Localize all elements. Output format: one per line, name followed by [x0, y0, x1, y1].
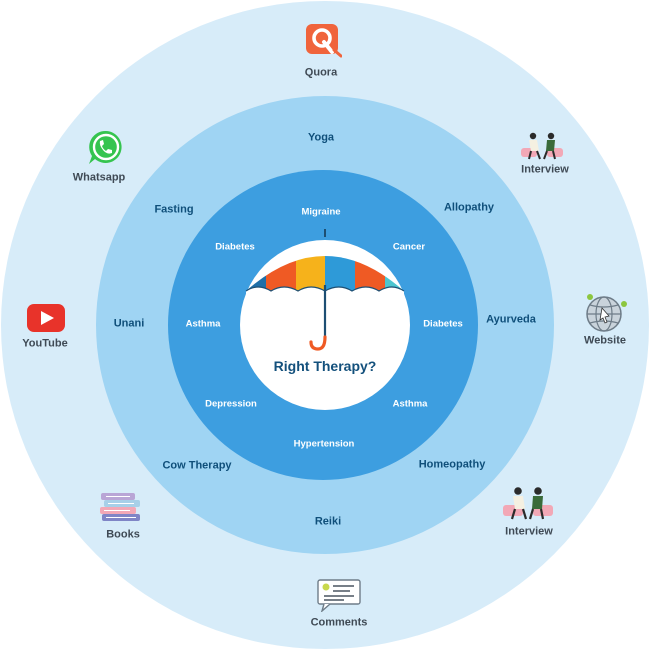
- therapy-label-unani: Unani: [113, 317, 145, 330]
- source-label-interview: Interview: [505, 525, 553, 538]
- source-label-website: Website: [584, 334, 626, 347]
- interview-people-icon: [521, 132, 563, 160]
- source-label-interview: Interview: [521, 163, 569, 176]
- therapy-label-homeopathy: Homeopathy: [418, 458, 486, 471]
- condition-label-asthma: Asthma: [185, 318, 221, 330]
- youtube-logo-icon[interactable]: [26, 303, 66, 333]
- condition-label-diabetes: Diabetes: [423, 318, 463, 330]
- condition-label-diabetes: Diabetes: [215, 241, 255, 253]
- condition-label-cancer: Cancer: [392, 241, 426, 253]
- condition-label-depression: Depression: [205, 398, 257, 410]
- umbrella-icon: [245, 229, 405, 351]
- therapy-label-fasting: Fasting: [154, 203, 194, 216]
- therapy-label-reiki: Reiki: [314, 515, 342, 528]
- therapy-label-yoga: Yoga: [307, 131, 335, 144]
- condition-label-hypertension: Hypertension: [293, 438, 355, 450]
- globe-icon[interactable]: [584, 292, 628, 334]
- center-title: Right Therapy?: [273, 358, 377, 374]
- source-label-youtube: YouTube: [22, 337, 68, 350]
- therapy-label-ayurveda: Ayurveda: [486, 313, 536, 326]
- source-label-books: Books: [106, 528, 140, 541]
- therapy-label-allopathy: Allopathy: [443, 201, 495, 214]
- books-stack-icon: [100, 493, 140, 521]
- therapy-label-cow-therapy: Cow Therapy: [162, 459, 232, 472]
- source-label-comments: Comments: [310, 616, 368, 629]
- interview-people-icon: [503, 487, 553, 520]
- source-label-quora: Quora: [304, 66, 338, 79]
- quora-logo-icon[interactable]: [304, 22, 342, 58]
- condition-label-migraine: Migraine: [301, 206, 341, 218]
- whatsapp-logo-icon[interactable]: [86, 128, 126, 168]
- comment-card-icon[interactable]: [316, 578, 362, 612]
- condition-label-asthma: Asthma: [392, 398, 428, 410]
- source-label-whatsapp: Whatsapp: [72, 171, 126, 184]
